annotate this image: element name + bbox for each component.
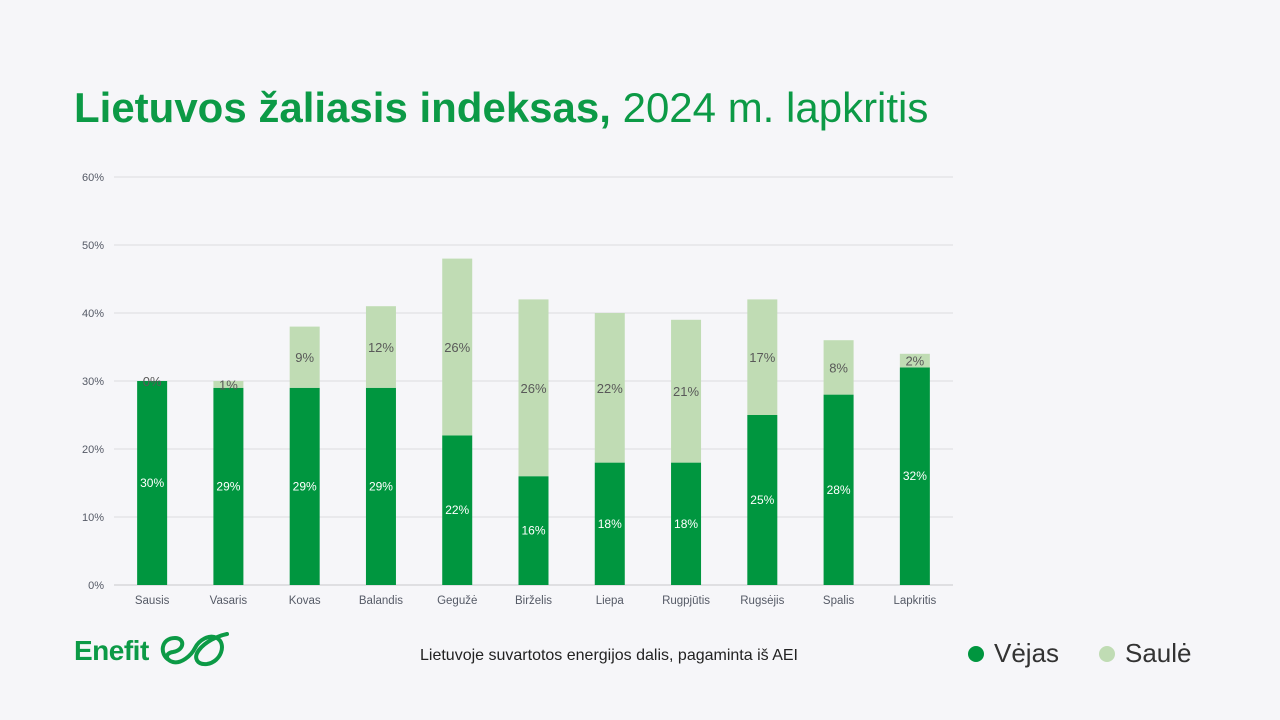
legend-item-wind: Vėjas xyxy=(968,638,1059,669)
bar-wind xyxy=(747,415,778,585)
data-label-sun: 26% xyxy=(444,340,470,355)
x-tick-label: Kovas xyxy=(289,595,321,607)
bar-wind xyxy=(365,387,396,585)
y-tick-label: 40% xyxy=(82,308,104,320)
x-tick-label: Rugsėjis xyxy=(740,595,784,607)
data-label-sun: 17% xyxy=(749,350,775,365)
y-tick-label: 10% xyxy=(82,512,104,524)
x-tick-label: Birželis xyxy=(515,595,552,607)
bar-sun xyxy=(365,306,396,388)
page-title: Lietuvos žaliasis indeksas, 2024 m. lapk… xyxy=(74,84,928,132)
data-label-sun: 9% xyxy=(295,350,314,365)
data-label-wind: 25% xyxy=(750,493,774,507)
data-label-wind: 22% xyxy=(445,503,469,517)
x-tick-label: Spalis xyxy=(823,595,855,607)
x-tick-label: Balandis xyxy=(359,595,403,607)
legend-item-sun: Saulė xyxy=(1099,638,1192,669)
x-tick-label: Sausis xyxy=(135,595,170,607)
bar-wind xyxy=(518,476,549,585)
bar-wind xyxy=(594,462,625,585)
legend-wind-swatch xyxy=(968,645,984,662)
data-label-wind: 29% xyxy=(369,479,393,493)
y-tick-label: 20% xyxy=(82,444,104,456)
x-tick-label: Lapkritis xyxy=(893,595,936,607)
data-label-wind: 32% xyxy=(903,469,927,483)
data-label-wind: 28% xyxy=(827,483,851,497)
bar-sun xyxy=(213,381,244,388)
legend-sun-swatch xyxy=(1099,645,1115,662)
data-label-sun: 26% xyxy=(520,381,546,396)
y-tick-label: 0% xyxy=(88,580,104,592)
legend-wind-label: Vėjas xyxy=(994,638,1060,668)
y-tick-label: 30% xyxy=(82,376,104,388)
data-label-sun: 21% xyxy=(673,384,699,399)
legend-sun-label: Saulė xyxy=(1125,638,1192,668)
enefit-logo: Enefit xyxy=(74,630,231,672)
data-label-sun: 22% xyxy=(597,381,623,396)
bar-wind xyxy=(899,367,930,585)
title-bold: Lietuvos žaliasis indeksas, xyxy=(74,84,611,131)
chart-caption: Lietuvoje suvartotos energijos dalis, pa… xyxy=(420,647,798,664)
data-label-sun: 2% xyxy=(905,354,924,369)
bar-wind xyxy=(823,394,854,585)
x-tick-label: Liepa xyxy=(596,595,625,607)
bar-wind xyxy=(671,462,702,585)
data-label-sun: 1% xyxy=(219,377,238,392)
title-period: 2024 m. lapkritis xyxy=(622,84,929,131)
x-tick-label: Gegužė xyxy=(437,595,477,607)
y-tick-label: 60% xyxy=(82,172,104,184)
data-label-wind: 30% xyxy=(140,476,164,490)
enefit-logo-icon xyxy=(160,632,229,667)
bar-sun xyxy=(289,326,320,388)
data-label-sun: 0% xyxy=(143,374,162,389)
bar-sun xyxy=(594,313,625,463)
data-label-wind: 18% xyxy=(674,517,698,531)
y-tick-label: 50% xyxy=(82,240,104,252)
logo-text: Enefit xyxy=(74,635,149,666)
bar-wind xyxy=(289,387,320,585)
bar-sun xyxy=(823,340,854,395)
bar-wind xyxy=(137,381,168,585)
data-label-wind: 18% xyxy=(598,517,622,531)
data-label-sun: 12% xyxy=(368,340,394,355)
bar-sun xyxy=(671,319,702,463)
bar-wind xyxy=(442,435,473,585)
bar-sun xyxy=(747,299,778,415)
data-label-sun: 8% xyxy=(829,360,848,375)
bar-wind xyxy=(213,387,244,585)
bar-sun xyxy=(518,299,549,477)
data-label-wind: 29% xyxy=(216,479,240,493)
bar-sun xyxy=(899,353,930,368)
data-label-wind: 16% xyxy=(521,524,545,538)
data-label-wind: 29% xyxy=(293,479,317,493)
x-tick-label: Rugpjūtis xyxy=(662,595,710,607)
bar-sun xyxy=(442,258,473,436)
x-tick-label: Vasaris xyxy=(210,595,248,607)
